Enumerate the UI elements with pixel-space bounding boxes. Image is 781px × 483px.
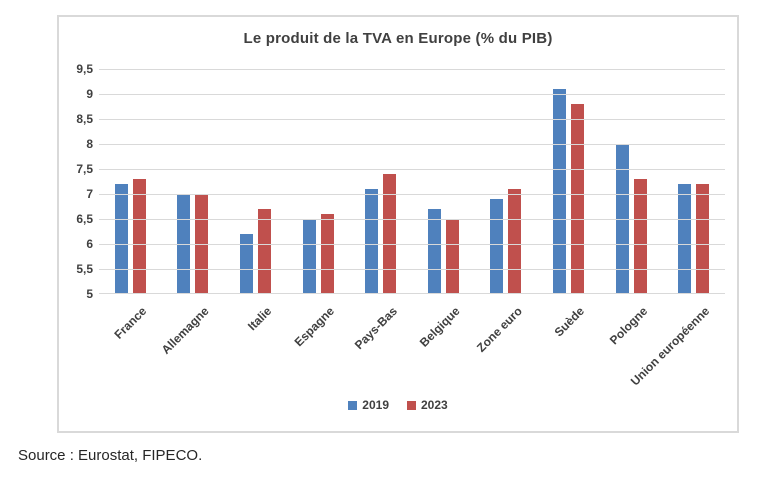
bar-2019	[490, 199, 504, 294]
gridline	[99, 194, 725, 195]
y-axis-tick-label: 7	[86, 187, 93, 201]
x-axis-label-slot: Pays-Bas	[349, 294, 412, 404]
x-axis-category-label: Union européenne	[628, 304, 713, 389]
chart-title: Le produit de la TVA en Europe (% du PIB…	[243, 30, 553, 47]
x-axis-label-slot: Allemagne	[158, 294, 225, 404]
bar-2023	[570, 104, 584, 294]
bar-2023	[383, 174, 397, 294]
y-axis-tick-label: 9,5	[76, 62, 93, 76]
bar-2023	[508, 189, 522, 294]
x-axis-label-slot: Union européenne	[628, 294, 725, 404]
bar-2019	[239, 234, 253, 294]
bar-2023	[696, 184, 710, 294]
x-axis-label-slot: Italie	[224, 294, 287, 404]
x-axis-label-slot: Suède	[537, 294, 600, 404]
gridline	[99, 293, 725, 294]
x-axis-label-slot: Belgique	[412, 294, 475, 404]
x-axis-category-label: Pays-Bas	[351, 304, 400, 353]
x-axis-labels: France Allemagne Italie Espagne Pays-Bas Belg…	[99, 294, 725, 404]
x-axis-label-slot: Pologne	[600, 294, 663, 404]
gridline	[99, 244, 725, 245]
bar-2023	[445, 219, 459, 294]
bar-2019	[365, 189, 379, 294]
gridline	[99, 94, 725, 95]
bar-groups	[99, 69, 725, 294]
bar-2019	[552, 89, 566, 294]
x-axis-category-label: Espagne	[291, 304, 337, 350]
legend-item-2019: 2019	[348, 398, 389, 412]
legend-marker-2023	[407, 400, 416, 410]
legend-item-2023: 2023	[407, 398, 448, 412]
bar-2019	[427, 209, 441, 294]
x-axis-label-slot: France	[99, 294, 162, 404]
y-axis-tick-label: 7,5	[76, 162, 93, 176]
legend-label-2023: 2023	[421, 398, 448, 412]
gridline	[99, 144, 725, 145]
bar-2023	[132, 179, 146, 294]
legend: 2019 2023	[59, 398, 737, 412]
x-axis-label-slot: Espagne	[287, 294, 350, 404]
y-axis-tick-label: 5,5	[76, 262, 93, 276]
y-axis-tick-label: 8	[86, 137, 93, 151]
bar-group	[287, 69, 350, 294]
legend-label-2019: 2019	[362, 398, 389, 412]
bar-2019	[302, 219, 316, 294]
chart-frame: Le produit de la TVA en Europe (% du PIB…	[57, 15, 739, 433]
x-axis-category-label: Allemagne	[158, 304, 212, 357]
bar-2019	[678, 184, 692, 294]
source-note: Source : Eurostat, FIPECO.	[18, 447, 203, 464]
y-axis-tick-label: 5	[86, 287, 93, 301]
bar-group	[600, 69, 663, 294]
x-axis-label-slot: Zone euro	[473, 294, 538, 404]
gridline	[99, 219, 725, 220]
x-axis-category-label: Belgique	[416, 304, 463, 350]
bar-2023	[257, 209, 271, 294]
bar-group	[162, 69, 225, 294]
bar-2023	[633, 179, 647, 294]
y-axis-tick-label: 6,5	[76, 212, 93, 226]
x-axis-category-label: Suède	[551, 304, 588, 340]
gridline	[99, 169, 725, 170]
y-axis-tick-label: 8,5	[76, 112, 93, 126]
bar-2023	[320, 214, 334, 294]
bar-group	[537, 69, 600, 294]
bar-group	[224, 69, 287, 294]
gridline	[99, 119, 725, 120]
bar-group	[475, 69, 538, 294]
bar-2019	[114, 184, 128, 294]
x-axis-category-label: Pologne	[606, 304, 650, 348]
gridline	[99, 69, 725, 70]
bar-group	[99, 69, 162, 294]
y-axis-tick-label: 9	[86, 87, 93, 101]
plot-area	[99, 69, 725, 294]
y-axis-tick-label: 6	[86, 237, 93, 251]
gridline	[99, 269, 725, 270]
bar-group	[662, 69, 725, 294]
bar-group	[412, 69, 475, 294]
bar-group	[349, 69, 412, 294]
legend-marker-2019	[348, 400, 358, 410]
x-axis-category-label: France	[111, 304, 150, 342]
x-axis-category-label: Zone euro	[473, 304, 525, 355]
x-axis-category-label: Italie	[245, 304, 275, 334]
